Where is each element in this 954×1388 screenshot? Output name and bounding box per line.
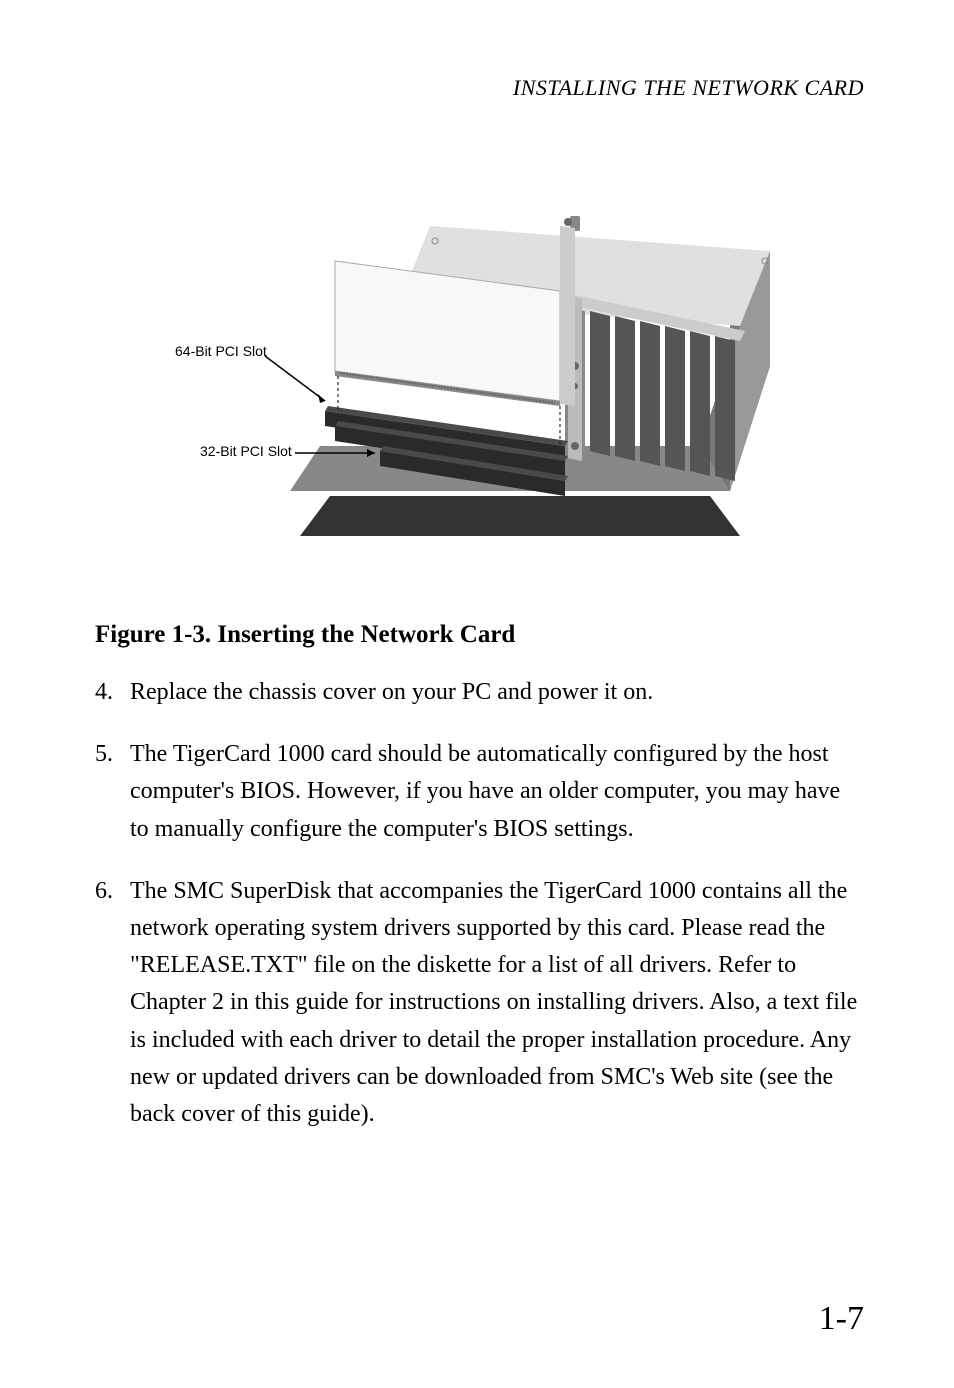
list-number: 6.: [95, 873, 130, 1133]
figure-container: 64-Bit PCI Slot 32-Bit PCI Slot: [95, 161, 864, 571]
network-card-diagram: 64-Bit PCI Slot 32-Bit PCI Slot: [170, 166, 790, 566]
page-number: 1-7: [819, 1300, 864, 1338]
list-item: 6. The SMC SuperDisk that accompanies th…: [95, 873, 864, 1133]
list-number: 4.: [95, 674, 130, 711]
list-text: The SMC SuperDisk that accompanies the T…: [130, 873, 864, 1133]
list-number: 5.: [95, 736, 130, 848]
list-item: 5. The TigerCard 1000 card should be aut…: [95, 736, 864, 848]
list-text: Replace the chassis cover on your PC and…: [130, 674, 864, 711]
list-item: 4. Replace the chassis cover on your PC …: [95, 674, 864, 711]
list-text: The TigerCard 1000 card should be automa…: [130, 736, 864, 848]
figure-caption: Figure 1-3. Inserting the Network Card: [95, 621, 864, 649]
label-32bit: 32-Bit PCI Slot: [200, 443, 292, 459]
label-64bit: 64-Bit PCI Slot: [175, 343, 267, 359]
page-header: INSTALLING THE NETWORK CARD: [95, 75, 864, 101]
